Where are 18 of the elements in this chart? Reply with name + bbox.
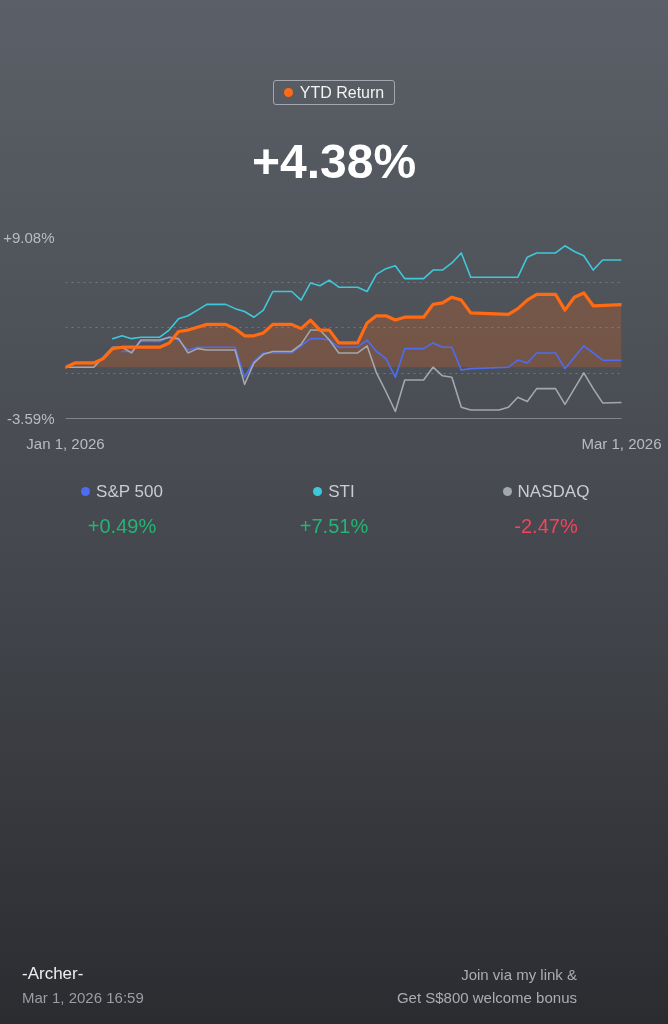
text: Join via my link & <box>461 965 577 985</box>
y-tick-label: +9.08% <box>3 229 55 246</box>
y-tick-label: -3.59% <box>6 410 55 427</box>
text: +0.49% <box>86 514 158 539</box>
text: -Archer- <box>22 964 84 984</box>
x-tick-label: Mar 1, 2026 <box>581 434 662 452</box>
text: +7.51% <box>298 514 370 539</box>
text: Get S$800 welcome bonus <box>396 988 577 1008</box>
line-series <box>111 244 622 340</box>
text: Mar 1, 2026 16:59 <box>22 988 144 1008</box>
legend-label: S&P 500 <box>95 481 164 503</box>
chart-title: YTD Return <box>272 80 396 105</box>
legend-label: STI <box>327 481 356 503</box>
text: +4.38% <box>250 134 418 190</box>
line-series <box>121 336 622 379</box>
legend-label: NASDAQ <box>516 481 591 503</box>
text: -2.47% <box>513 514 579 539</box>
x-tick-label: Jan 1, 2026 <box>26 434 105 452</box>
